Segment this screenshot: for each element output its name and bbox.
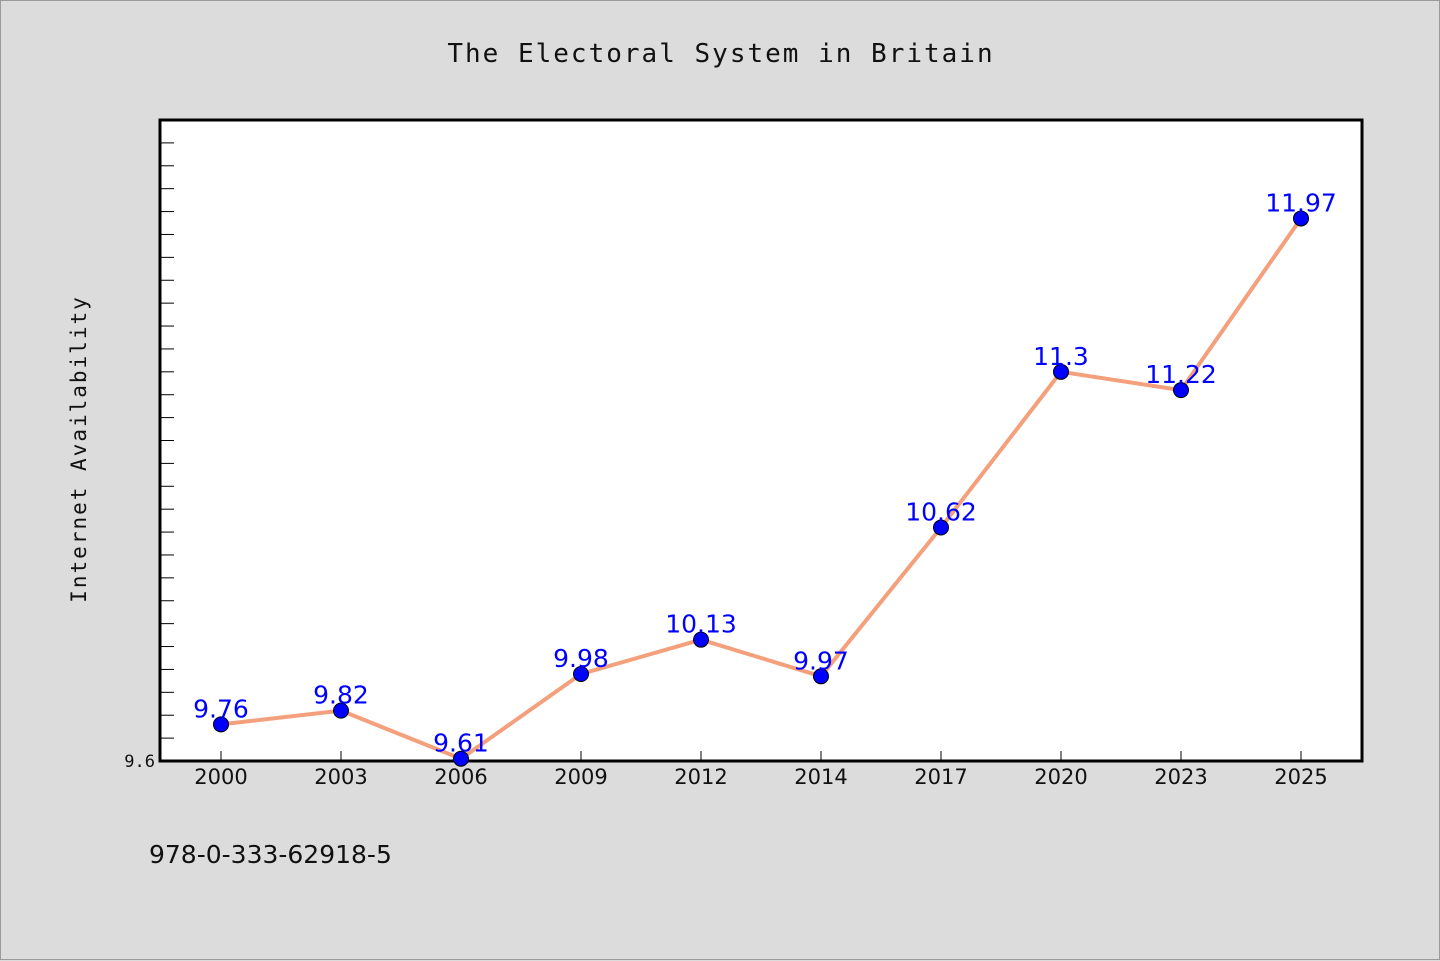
data-point (213, 716, 229, 733)
data-label: 11.3 (1033, 342, 1089, 371)
data-markers (213, 210, 1309, 767)
x-tick-label: 2012 (674, 765, 727, 789)
data-point (933, 519, 949, 536)
x-tick-label: 2009 (554, 765, 607, 789)
x-tick-label: 2023 (1154, 765, 1207, 789)
x-tick-label: 2000 (194, 765, 247, 789)
x-axis-ticks: 2000 2003 2006 2009 2012 2014 2017 2020 2023 2025 (194, 751, 1328, 789)
data-point (1293, 210, 1309, 227)
footer-text: 978-0-333-62918-5 (149, 840, 392, 869)
data-label: 11.22 (1145, 360, 1217, 389)
x-tick-label: 2025 (1274, 765, 1327, 789)
chart-title: The Electoral System in Britain (447, 39, 994, 69)
x-tick-label: 2020 (1034, 765, 1087, 789)
data-label: 9.76 (193, 694, 249, 723)
y-axis-ticks: 9.6 (124, 142, 174, 772)
data-point (693, 631, 709, 648)
data-point (1173, 382, 1189, 399)
plot-area (158, 118, 1364, 763)
data-label: 11.97 (1265, 188, 1337, 217)
data-point (453, 750, 469, 767)
data-point (573, 666, 589, 683)
x-tick-label: 2014 (794, 765, 847, 789)
x-tick-label: 2017 (914, 765, 967, 789)
y-axis-label: Internet Availability (67, 295, 91, 603)
data-labels: 9.76 9.82 9.61 9.98 10.13 9.97 10.62 11.3 11.22 1… (193, 188, 1337, 757)
series-polyline (220, 217, 1303, 761)
data-label: 9.82 (313, 681, 369, 710)
x-tick-label: 2003 (314, 765, 367, 789)
series-line (220, 217, 1303, 761)
data-point (333, 702, 349, 719)
x-tick-label: 2006 (434, 765, 487, 789)
data-label: 9.97 (793, 646, 849, 675)
data-point (813, 668, 829, 685)
data-label: 9.61 (433, 729, 489, 758)
data-label: 9.98 (553, 644, 609, 673)
data-label: 10.62 (905, 497, 977, 526)
data-point (1053, 363, 1069, 380)
y-tick-label: 9.6 (124, 752, 155, 772)
data-label: 10.13 (665, 610, 737, 639)
